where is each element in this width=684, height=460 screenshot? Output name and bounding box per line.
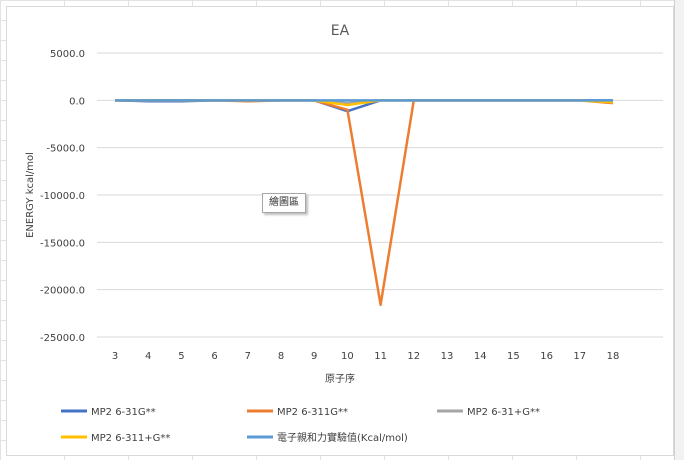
x-tick-label: 17 [573,351,586,362]
legend-label: MP2 6-31G** [91,407,156,418]
y-tick-label: -10000.0 [40,191,85,202]
x-tick-label: 16 [540,351,553,362]
x-tick-label: 3 [112,351,118,362]
y-tick-label: -20000.0 [40,286,85,297]
x-tick-label: 4 [145,351,151,362]
y-tick-label: -15000.0 [40,238,85,249]
legend-label: MP2 6-31+G** [467,407,540,418]
legend-label: MP2 6-311+G** [91,433,170,444]
series-line-2 [115,99,614,307]
y-tick-label: 5000.0 [50,49,85,60]
y-tick-label: -5000.0 [46,144,85,155]
x-tick-label: 18 [607,351,620,362]
y-axis-title: ENERGY kcal/mol [25,152,36,238]
x-tick-label: 12 [407,351,420,362]
x-tick-label: 11 [374,351,387,362]
x-tick-label: 7 [245,351,251,362]
legend-label: MP2 6-311G** [277,407,348,418]
x-tick-label: 10 [341,351,354,362]
x-tick-label: 6 [211,351,217,362]
x-tick-label: 9 [311,351,317,362]
x-tick-label: 5 [178,351,184,362]
x-tick-label: 14 [474,351,487,362]
x-tick-label: 8 [278,351,284,362]
right-scroll-strip[interactable] [674,0,684,460]
x-axis-title: 原子序 [325,372,355,385]
x-tick-label: 15 [507,351,520,362]
line-chart[interactable]: EA 5000.0 0.0 -5000.0 -10000.0 -15000.0 -20000… [7,7,673,455]
y-tick-label: -25000.0 [40,333,85,344]
plot-area-tooltip: 繪圖區 [262,193,306,213]
legend-label: 電子親和力實驗值(Kcal/mol) [277,431,408,444]
chart-area[interactable]: EA 5000.0 0.0 -5000.0 -10000.0 -15000.0 -20000… [6,6,674,456]
chart-title: EA [331,23,350,39]
x-tick-label: 13 [441,351,454,362]
y-tick-label: 0.0 [69,96,85,107]
